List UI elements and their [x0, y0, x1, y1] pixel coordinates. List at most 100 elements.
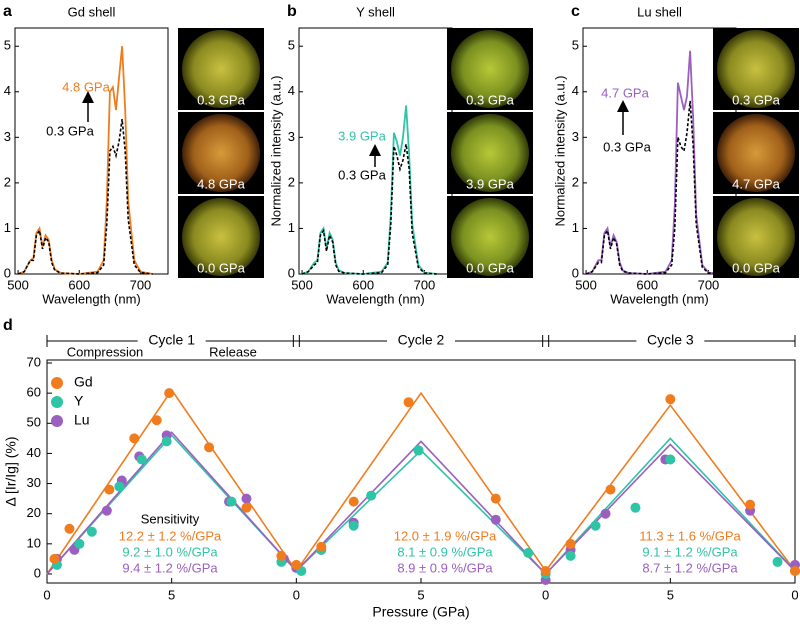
- y-tick-label: 0: [34, 565, 41, 580]
- annotation: 0.3 GPa: [603, 139, 651, 154]
- micrograph-caption: 0.3 GPa: [466, 92, 514, 107]
- y-tick-label: 0: [288, 265, 295, 280]
- data-point: [276, 550, 287, 561]
- cycle-label-bg: [387, 332, 455, 350]
- x-tick-label: 5: [168, 587, 175, 602]
- legend-marker: [51, 415, 63, 427]
- micrograph-caption: 3.9 GPa: [466, 176, 514, 191]
- data-point: [291, 559, 302, 570]
- y-tick-label: 1: [288, 220, 295, 235]
- legend-marker: [51, 377, 63, 389]
- y-tick-label: 4: [4, 83, 11, 98]
- y-tick-label: 4: [288, 83, 295, 98]
- y-tick-label: 30: [27, 475, 41, 490]
- sensitivity-value: 8.1 ± 0.9 %/GPa: [397, 544, 493, 559]
- x-tick-label: 0: [293, 587, 300, 602]
- x-tick-label: 500: [7, 277, 29, 292]
- data-point: [64, 523, 75, 534]
- data-point: [241, 493, 252, 504]
- data-point: [136, 454, 147, 465]
- micrograph-field: [451, 198, 529, 276]
- x-axis-label: Wavelength (nm): [610, 291, 709, 306]
- sensitivity-value: 8.7 ± 1.2 %/GPa: [642, 560, 738, 575]
- micrograph-caption: 0.0 GPa: [732, 260, 780, 275]
- x-tick-label: 0: [542, 587, 549, 602]
- data-point: [540, 565, 551, 576]
- micrograph-caption: 4.8 GPa: [197, 176, 245, 191]
- data-point: [565, 538, 576, 549]
- micrograph-caption: 0.3 GPa: [732, 92, 780, 107]
- micrograph-field: [717, 30, 795, 108]
- spectrum-line: [301, 144, 437, 275]
- data-point: [665, 394, 676, 405]
- data-point: [316, 541, 327, 552]
- x-tick-label: 700: [414, 277, 436, 292]
- cycle-label: Cycle 3: [647, 332, 694, 348]
- sensitivity-value: 9.1 ± 1.2 %/GPa: [642, 544, 738, 559]
- x-tick-label: 500: [291, 277, 313, 292]
- sensitivity-value: 12.0 ± 1.9 %/GPa: [394, 528, 497, 543]
- sensitivity-value: 9.2 ± 1.0 %/GPa: [122, 544, 218, 559]
- data-point: [790, 565, 800, 576]
- cycle-label: Cycle 1: [148, 332, 195, 348]
- data-point: [151, 415, 162, 426]
- annotation: 0.3 GPa: [46, 123, 94, 138]
- x-tick-label: 500: [575, 277, 597, 292]
- y-tick-label: 5: [572, 38, 579, 53]
- data-point: [204, 442, 215, 453]
- y-tick-label: 1: [572, 220, 579, 235]
- data-point: [348, 520, 359, 531]
- micrograph-caption: 4.7 GPa: [732, 176, 780, 191]
- cycle-label-bg: [137, 332, 206, 350]
- fit-line: [46, 431, 796, 576]
- data-point: [403, 397, 414, 408]
- panel-letter: d: [3, 317, 13, 334]
- micrograph-field: [717, 114, 795, 192]
- y-tick-label: 2: [572, 174, 579, 189]
- x-tick-label: 0: [791, 587, 798, 602]
- data-point: [114, 481, 125, 492]
- micrograph-caption: 0.0 GPa: [466, 260, 514, 275]
- sensitivity-value: 12.2 ± 1.2 %/GPa: [119, 528, 222, 543]
- y-axis-label: Δ [Ir/Ig] (%): [3, 436, 19, 506]
- data-point: [590, 520, 601, 531]
- data-point: [164, 388, 175, 399]
- data-point: [605, 484, 616, 495]
- data-point: [226, 496, 237, 507]
- data-point: [745, 499, 756, 510]
- data-point: [772, 556, 783, 567]
- y-tick-label: 4: [572, 83, 579, 98]
- x-tick-label: 700: [130, 277, 152, 292]
- data-point: [523, 547, 534, 558]
- micrograph-field: [182, 114, 260, 192]
- y-tick-label: 60: [27, 385, 41, 400]
- y-tick-label: 0: [572, 265, 579, 280]
- y-tick-label: 3: [288, 129, 295, 144]
- annotation: 4.8 GPa: [62, 79, 110, 94]
- annotation: 4.7 GPa: [601, 85, 649, 100]
- sensitivity-value: 9.4 ± 1.2 %/GPa: [122, 560, 218, 575]
- data-point: [129, 433, 140, 444]
- annotation: 0.3 GPa: [338, 167, 386, 182]
- y-tick-label: 5: [4, 38, 11, 53]
- micrograph-caption: 0.0 GPa: [197, 260, 245, 275]
- data-point: [49, 553, 60, 564]
- y-tick-label: 70: [27, 354, 41, 369]
- micrograph-field: [717, 198, 795, 276]
- data-point: [74, 538, 85, 549]
- phase-label: Release: [209, 344, 257, 359]
- x-tick-label: 600: [636, 277, 658, 292]
- micrograph-field: [182, 198, 260, 276]
- micrograph-caption: 0.3 GPa: [197, 92, 245, 107]
- x-tick-label: 5: [417, 587, 424, 602]
- micrograph-field: [451, 30, 529, 108]
- legend-marker: [51, 396, 63, 408]
- sensitivity-value: 8.9 ± 0.9 %/GPa: [397, 560, 493, 575]
- y-tick-label: 50: [27, 415, 41, 430]
- panel-letter: c: [571, 3, 580, 20]
- x-tick-label: 600: [68, 277, 90, 292]
- legend-label: Lu: [74, 412, 90, 428]
- y-tick-label: 0: [4, 265, 11, 280]
- sensitivity-value: 11.3 ± 1.6 %/GPa: [639, 528, 741, 543]
- y-tick-label: 40: [27, 445, 41, 460]
